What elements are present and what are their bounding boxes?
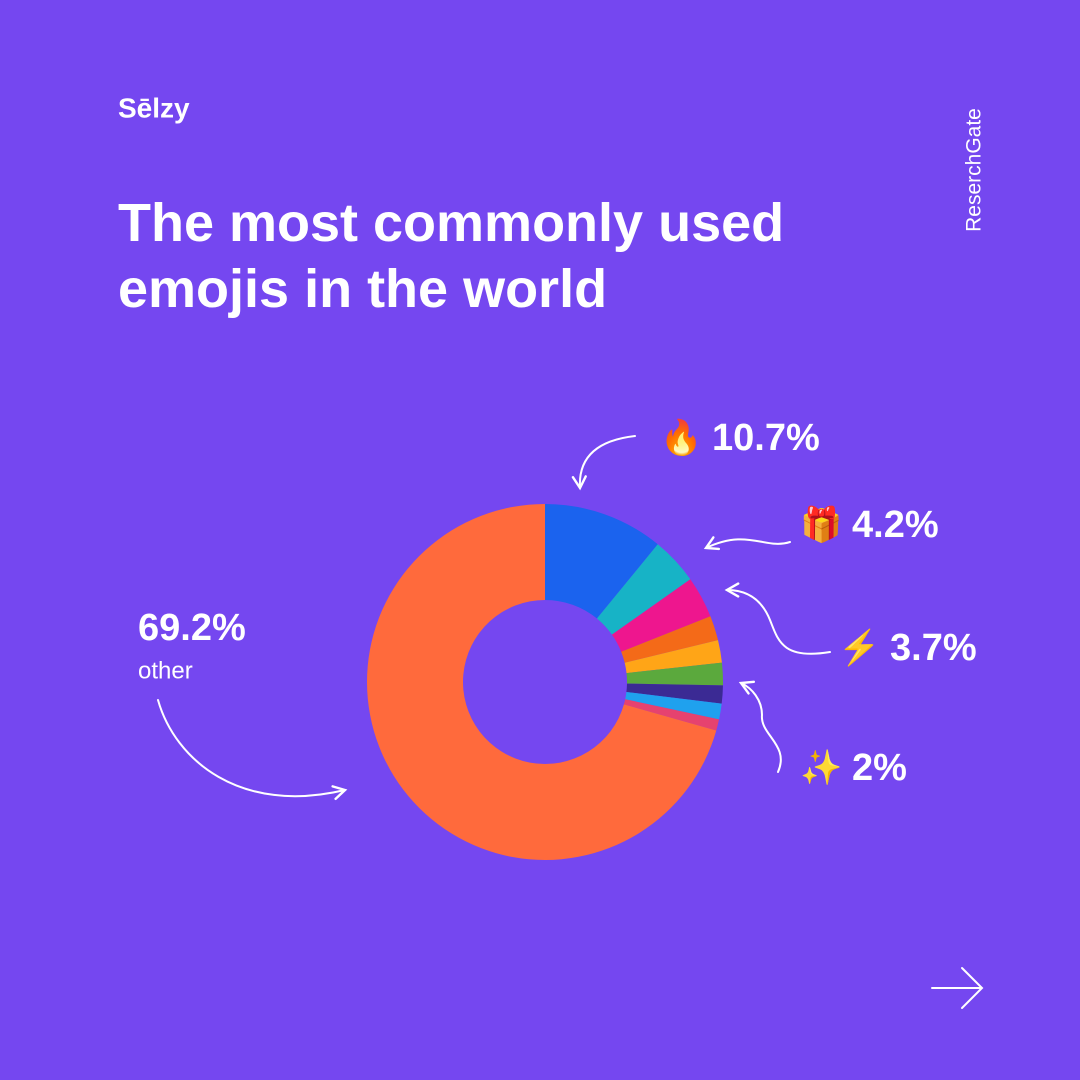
emoji-label: 🔥 bbox=[660, 418, 702, 457]
emoji-label: 🎁 bbox=[800, 505, 842, 544]
category-label: other bbox=[138, 657, 193, 684]
arrow bbox=[703, 536, 791, 551]
arrow bbox=[724, 582, 831, 655]
slice bbox=[611, 579, 711, 652]
arrow bbox=[571, 435, 636, 491]
slice bbox=[624, 640, 722, 674]
slice bbox=[626, 662, 724, 686]
donut bbox=[366, 503, 724, 860]
value-label: 69.2% bbox=[138, 607, 246, 649]
slice bbox=[621, 616, 719, 663]
brand-logo: Sēlzy bbox=[118, 92, 190, 123]
slice bbox=[545, 504, 658, 619]
value-label: 2% bbox=[852, 747, 907, 789]
value-label: 4.2% bbox=[852, 504, 939, 546]
slice bbox=[596, 544, 691, 635]
arrow bbox=[738, 680, 782, 773]
slice bbox=[626, 683, 723, 704]
slice bbox=[625, 691, 722, 720]
pointer-arrows bbox=[157, 435, 831, 801]
value-label: 3.7% bbox=[890, 627, 977, 669]
arrow bbox=[157, 699, 348, 801]
emoji-label: ⚡ bbox=[838, 628, 880, 668]
next-button[interactable] bbox=[931, 967, 984, 1009]
emoji-label: ✨ bbox=[800, 749, 842, 787]
slice bbox=[366, 503, 717, 860]
chart-title: The most commonly used emojis in the wor… bbox=[118, 193, 785, 319]
slice bbox=[623, 699, 720, 731]
source: ReserchGate bbox=[963, 108, 986, 232]
value-label: 10.7% bbox=[712, 417, 820, 459]
